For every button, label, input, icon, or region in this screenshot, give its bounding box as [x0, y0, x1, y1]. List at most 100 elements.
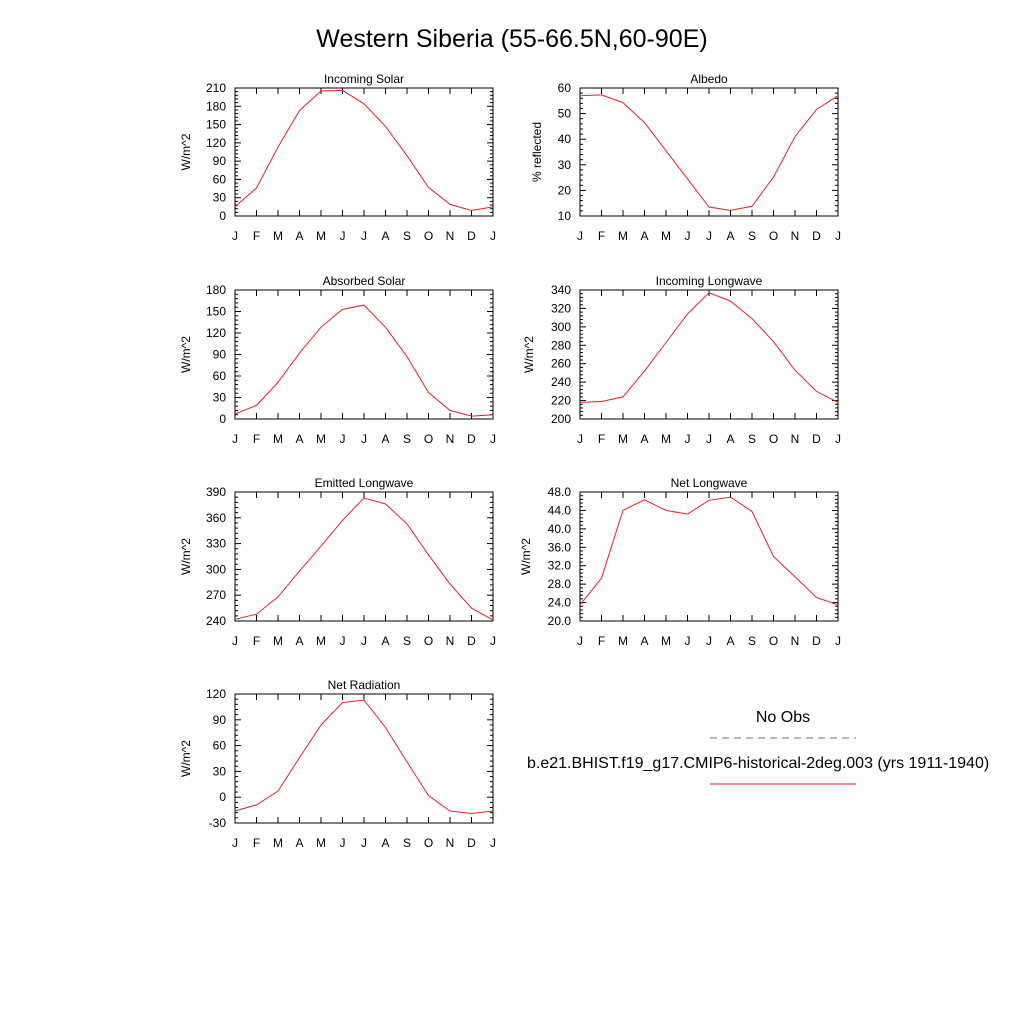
x-tick-label: M	[661, 634, 671, 648]
plot-frame	[579, 289, 839, 420]
x-tick-label: M	[618, 634, 628, 648]
x-tick-label: J	[685, 229, 691, 243]
x-tick-label: J	[706, 432, 712, 446]
x-tick-label: J	[835, 229, 841, 243]
x-tick-label: N	[446, 432, 455, 446]
y-axis-label: W/m^2	[179, 336, 193, 373]
y-tick-label: 90	[213, 348, 227, 362]
panel-title: Absorbed Solar	[323, 274, 406, 288]
y-axis-label: W/m^2	[519, 538, 533, 575]
y-tick-label: 48.0	[548, 485, 572, 499]
x-tick-label: J	[835, 634, 841, 648]
y-axis-label: W/m^2	[179, 133, 193, 170]
y-tick-label: 180	[206, 283, 226, 297]
series-line	[234, 89, 494, 212]
x-tick-label: F	[598, 229, 605, 243]
x-tick-label: J	[490, 432, 496, 446]
series-line	[234, 497, 494, 621]
x-tick-label: M	[316, 634, 326, 648]
x-tick-label: J	[361, 836, 367, 850]
series-line	[579, 94, 839, 211]
plot-frame	[234, 289, 494, 420]
x-tick-label: O	[424, 634, 433, 648]
x-tick-label: D	[812, 634, 821, 648]
y-axis-label: W/m^2	[179, 538, 193, 575]
x-tick-label: A	[726, 634, 734, 648]
x-tick-label: A	[640, 634, 648, 648]
x-tick-label: M	[316, 229, 326, 243]
x-tick-label: J	[490, 229, 496, 243]
x-tick-label: D	[467, 836, 476, 850]
y-tick-label: 0	[219, 790, 226, 804]
x-tick-label: S	[403, 432, 411, 446]
x-tick-label: J	[577, 634, 583, 648]
x-tick-label: M	[273, 432, 283, 446]
x-tick-label: J	[232, 432, 238, 446]
x-tick-label: O	[424, 432, 433, 446]
x-tick-label: A	[295, 432, 303, 446]
y-tick-label: 120	[206, 687, 226, 701]
x-tick-label: F	[253, 836, 260, 850]
panel-title: Net Radiation	[328, 678, 401, 692]
panel-6: Net Longwave W/m^2 20.0 24.0 28.0 32.0 36.0 40.…	[519, 476, 841, 648]
x-tick-label: J	[232, 634, 238, 648]
panel-title: Albedo	[690, 72, 728, 86]
x-tick-label: J	[340, 634, 346, 648]
y-tick-label: 330	[206, 537, 226, 551]
x-tick-label: J	[340, 836, 346, 850]
x-tick-label: N	[446, 836, 455, 850]
y-tick-label: 90	[213, 713, 227, 727]
x-tick-label: J	[577, 229, 583, 243]
x-tick-label: A	[295, 634, 303, 648]
y-axis-label: W/m^2	[179, 740, 193, 777]
x-tick-label: D	[812, 229, 821, 243]
x-tick-label: J	[361, 634, 367, 648]
panel-1: Incoming Solar W/m^2 0 30 60 90 120 150 180 210 J F…	[179, 72, 496, 243]
plot-frame	[234, 693, 494, 824]
x-tick-label: S	[748, 229, 756, 243]
y-tick-label: 60	[213, 739, 227, 753]
y-tick-label: 120	[206, 326, 226, 340]
y-tick-label: 30	[558, 158, 572, 172]
plot-frame	[579, 87, 839, 217]
x-tick-label: J	[361, 229, 367, 243]
x-tick-label: J	[232, 229, 238, 243]
y-tick-label: 360	[206, 511, 226, 525]
x-tick-label: O	[769, 634, 778, 648]
series-line	[234, 304, 494, 417]
x-tick-label: N	[791, 229, 800, 243]
x-tick-label: J	[340, 432, 346, 446]
plot-frame	[579, 491, 839, 622]
y-tick-label: 260	[551, 357, 571, 371]
y-tick-label: 50	[558, 107, 572, 121]
x-tick-label: M	[618, 229, 628, 243]
x-tick-label: S	[748, 432, 756, 446]
panel-4: Incoming Longwave W/m^2 200 220 240 260 280 300…	[522, 274, 841, 446]
x-tick-label: N	[446, 229, 455, 243]
x-tick-label: D	[812, 432, 821, 446]
x-tick-label: A	[381, 836, 389, 850]
page-title: Western Siberia (55-66.5N,60-90E)	[316, 25, 707, 53]
x-tick-label: A	[381, 634, 389, 648]
x-tick-label: J	[490, 836, 496, 850]
y-tick-label: 320	[551, 301, 571, 315]
y-tick-label: 180	[206, 99, 226, 113]
series-line	[579, 292, 839, 403]
y-tick-label: 30	[213, 391, 227, 405]
y-tick-label: 10	[558, 209, 572, 223]
x-tick-label: M	[273, 634, 283, 648]
y-tick-label: 90	[213, 154, 227, 168]
x-tick-label: J	[340, 229, 346, 243]
y-tick-label: 220	[551, 394, 571, 408]
series-line	[234, 699, 494, 815]
x-tick-label: M	[316, 432, 326, 446]
y-tick-label: 150	[206, 118, 226, 132]
panels: Incoming Solar W/m^2 0 30 60 90 120 150 180 210 J F…	[179, 72, 841, 850]
y-tick-label: 340	[551, 283, 571, 297]
y-tick-label: 0	[219, 412, 226, 426]
panel-title: Incoming Solar	[324, 72, 404, 86]
legend: No Obs b.e21.BHIST.f19_g17.CMIP6-histori…	[527, 709, 989, 785]
y-tick-label: 60	[558, 81, 572, 95]
